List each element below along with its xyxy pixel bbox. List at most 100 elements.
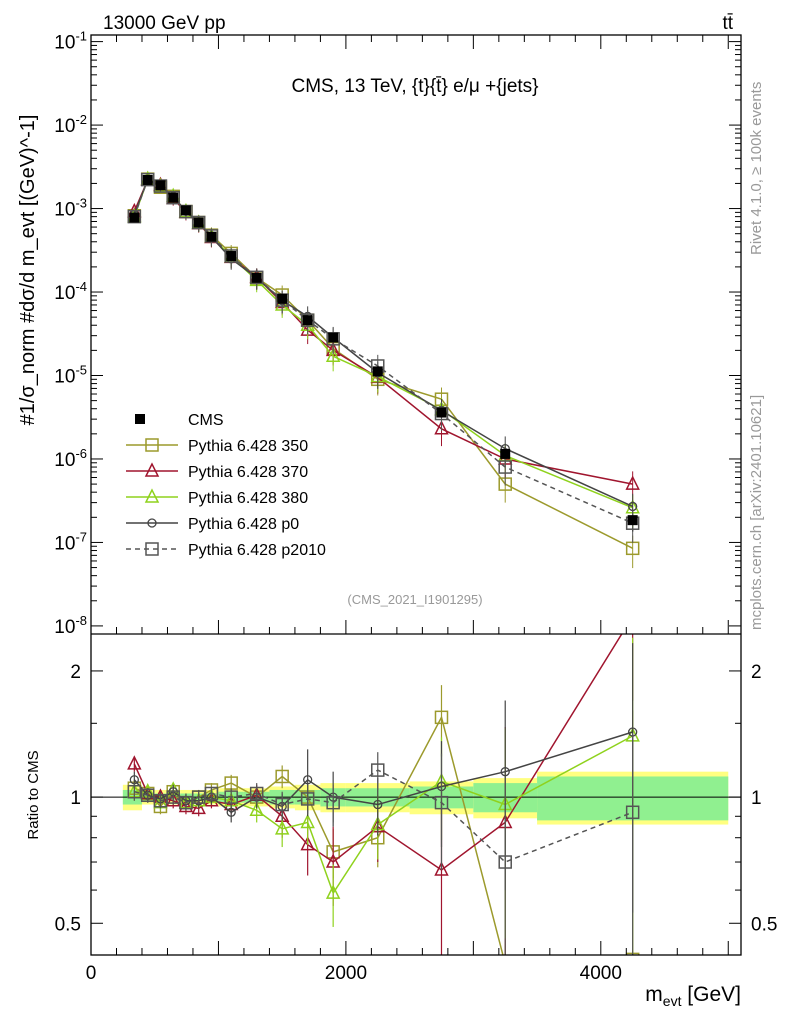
ratio-tick-label-right: 1 bbox=[751, 788, 762, 809]
main-point bbox=[249, 270, 264, 285]
data-point bbox=[129, 212, 140, 223]
data-point bbox=[251, 272, 262, 283]
main-point bbox=[153, 179, 168, 193]
ratio-point bbox=[434, 861, 449, 876]
data-point bbox=[436, 407, 447, 418]
ratio-line-4 bbox=[134, 769, 633, 863]
main-point bbox=[625, 475, 640, 490]
main-point bbox=[628, 501, 638, 512]
data-point bbox=[168, 192, 179, 203]
mcplots-reference-label: mcplots.cern.ch [arXiv:2401.10621] bbox=[748, 394, 765, 630]
data-point bbox=[142, 174, 153, 185]
main-point bbox=[325, 347, 341, 363]
data-point bbox=[328, 332, 339, 343]
x-tick-label: 2000 bbox=[325, 963, 367, 984]
plot-title: CMS, 13 TeV, {t}{t̄} e/μ +{jets} bbox=[291, 76, 538, 97]
data-point bbox=[302, 315, 313, 326]
main-point bbox=[300, 313, 315, 327]
y-tick-label: 10-3 bbox=[54, 196, 87, 221]
legend-label: Pythia 6.428 370 bbox=[188, 464, 308, 481]
ratio-point bbox=[204, 786, 219, 801]
ratio-point bbox=[226, 807, 236, 817]
ratio-point bbox=[303, 775, 313, 785]
ratio-series-group bbox=[127, 609, 640, 970]
y-tick-label: 10-1 bbox=[54, 29, 87, 54]
legend-marker-data bbox=[135, 414, 145, 424]
data-point bbox=[500, 448, 511, 459]
ratio-point bbox=[178, 797, 194, 813]
ratio-point bbox=[275, 797, 289, 812]
ratio-point bbox=[224, 790, 238, 804]
x-tick-label: 0 bbox=[86, 963, 97, 984]
y-tick-label: 10-5 bbox=[54, 362, 87, 387]
legend-marker bbox=[145, 542, 159, 556]
legend: CMS Pythia 6.428 350 Pythia 6.428 370 Pythi… bbox=[126, 412, 326, 559]
ratio-point bbox=[275, 769, 289, 784]
legend-label: Pythia 6.428 p2010 bbox=[188, 542, 326, 559]
main-point bbox=[127, 209, 142, 224]
data-point bbox=[627, 515, 638, 526]
data-point bbox=[206, 231, 217, 242]
legend-marker bbox=[147, 518, 157, 528]
ratio-point bbox=[300, 835, 315, 851]
ratio-point bbox=[434, 710, 449, 725]
ratio-point bbox=[500, 767, 510, 777]
data-point bbox=[372, 366, 383, 377]
main-point bbox=[498, 460, 512, 474]
ratio-point bbox=[373, 799, 383, 810]
ratio-tick-label: 1 bbox=[70, 788, 81, 809]
ratio-tick-label: 0.5 bbox=[55, 914, 81, 935]
x-axis-title: mevt [GeV] bbox=[645, 983, 741, 1009]
y-tick-label: 10-8 bbox=[54, 613, 87, 638]
analysis-watermark: (CMS_2021_I1901295) bbox=[347, 592, 482, 607]
data-point bbox=[180, 205, 191, 216]
legend-label: Pythia 6.428 380 bbox=[188, 490, 308, 507]
legend-label-data: CMS bbox=[188, 412, 224, 429]
main-point bbox=[166, 190, 180, 205]
ratio-point bbox=[249, 786, 264, 801]
ratio-tick-label: 2 bbox=[70, 662, 81, 683]
legend-marker bbox=[144, 462, 160, 477]
legend-marker bbox=[144, 488, 160, 503]
process-label: tt̄ bbox=[722, 13, 733, 34]
rivet-version-label: Rivet 4.1.0, ≥ 100k events bbox=[748, 81, 765, 255]
ratio-point bbox=[326, 795, 340, 810]
data-point bbox=[193, 217, 204, 228]
ratio-point bbox=[325, 884, 341, 899]
main-y-axis-label: #1/σ_norm #dσ/d m_evt [(GeV)^-1] bbox=[17, 115, 39, 426]
main-point bbox=[191, 215, 206, 230]
data-point bbox=[277, 293, 288, 304]
ratio-point bbox=[300, 792, 315, 806]
main-point bbox=[204, 229, 219, 243]
y-tick-label: 10-4 bbox=[54, 279, 87, 304]
main-series-group bbox=[127, 170, 640, 569]
beam-label: 13000 GeV pp bbox=[103, 13, 226, 34]
ratio-tick-label-right: 2 bbox=[751, 662, 762, 683]
plot-frame bbox=[90, 34, 742, 956]
ratio-point bbox=[191, 799, 206, 815]
ratio-point bbox=[499, 958, 511, 970]
ratio-point bbox=[249, 801, 264, 817]
ratio-point bbox=[625, 805, 640, 820]
ratio-tick-label-right: 0.5 bbox=[751, 914, 777, 935]
y-tick-label: 10-2 bbox=[54, 112, 87, 137]
axes-group: 10-8 10-7 10-6 10-5 10-4 10-3 10-2 10-1 0.5 0.5 1 1… bbox=[54, 29, 777, 984]
y-axis-title: #1/σ_norm #dσ/d m_evt [(GeV)^-1] bbox=[17, 115, 39, 426]
main-point bbox=[434, 420, 449, 435]
ratio-point bbox=[498, 855, 512, 869]
ratio-point bbox=[165, 792, 181, 807]
data-point bbox=[155, 180, 166, 191]
main-point bbox=[224, 249, 238, 263]
ratio-point bbox=[434, 795, 449, 810]
ratio-point bbox=[627, 609, 639, 621]
y-tick-label: 10-7 bbox=[54, 529, 87, 554]
x-axis-label: mevt [GeV] bbox=[645, 983, 741, 1009]
data-point bbox=[226, 251, 237, 262]
y-tick-label: 10-6 bbox=[54, 446, 87, 471]
ratio-point bbox=[371, 763, 385, 777]
legend-label: Pythia 6.428 350 bbox=[188, 438, 308, 455]
legend-marker bbox=[145, 438, 159, 452]
ratio-point bbox=[127, 755, 142, 770]
legend-label: Pythia 6.428 p0 bbox=[188, 516, 299, 533]
